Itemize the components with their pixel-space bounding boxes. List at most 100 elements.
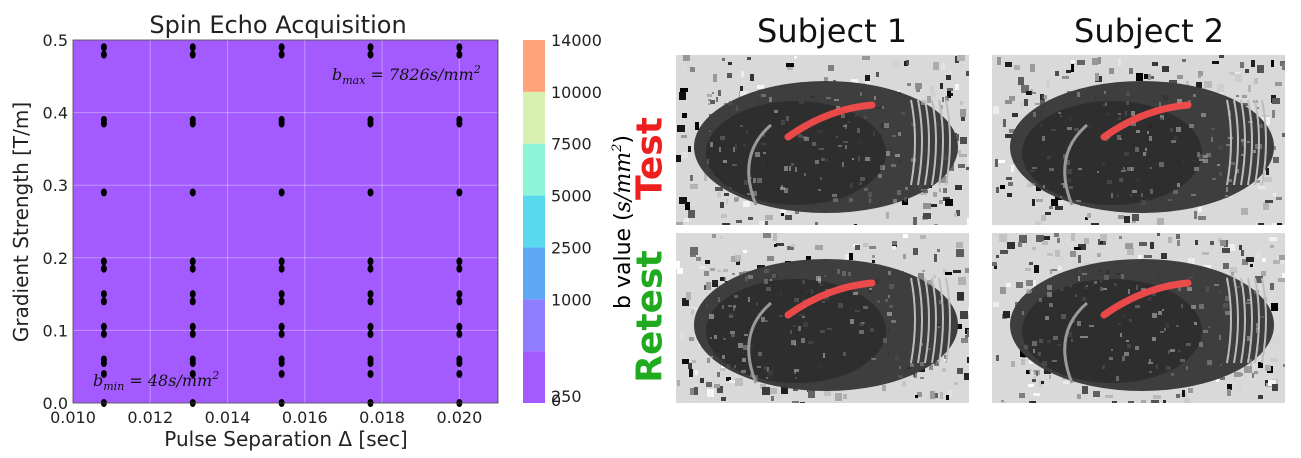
y-tick-label: 0.5	[43, 31, 68, 50]
colorbar-segment	[523, 299, 545, 352]
x-tick-labels: 0.010 0.012 0.014 0.016 0.018 0.020	[50, 408, 482, 427]
colorbar-label: b value (s/mm2)	[610, 135, 636, 309]
sample-point	[278, 264, 285, 273]
sample-point	[100, 264, 107, 273]
sample-point	[367, 330, 374, 339]
scan-subject2-retest	[992, 233, 1285, 403]
x-tick-label: 0.018	[359, 408, 405, 427]
sample-point	[100, 50, 107, 59]
sample-point	[456, 43, 463, 52]
sample-point	[100, 43, 107, 52]
scan-subject1-retest	[676, 233, 969, 403]
sample-point	[367, 115, 374, 124]
sample-point	[100, 257, 107, 266]
sample-point	[278, 330, 285, 339]
colorbar-tick-label: 14000	[551, 31, 602, 50]
sample-point	[456, 188, 463, 197]
sample-point	[456, 355, 463, 364]
sample-point	[278, 257, 285, 266]
y-tick-label: 0.2	[43, 249, 68, 268]
sample-point	[100, 369, 107, 378]
contour-fill	[73, 40, 498, 403]
chart-title: Spin Echo Acquisition	[149, 11, 406, 39]
sample-point	[278, 188, 285, 197]
colorbar-tick-label: 2500	[551, 238, 592, 257]
sample-point	[278, 322, 285, 331]
y-axis-label: Gradient Strength [T/m]	[9, 102, 33, 342]
sample-point	[367, 355, 374, 364]
x-tick-label: 0.016	[282, 408, 328, 427]
colorbar-tick-label: 250	[551, 387, 582, 406]
sample-point	[189, 322, 196, 331]
sample-point	[456, 50, 463, 59]
sample-point	[278, 290, 285, 299]
sample-point	[456, 369, 463, 378]
y-tick-label: 0.1	[43, 321, 68, 340]
sample-point	[278, 43, 285, 52]
colorbar-segment	[523, 247, 545, 300]
sample-point	[189, 188, 196, 197]
sample-point	[367, 257, 374, 266]
colorbar-segment	[523, 143, 545, 196]
y-tick-labels: 0.0 0.1 0.2 0.3 0.4 0.5	[43, 31, 68, 413]
x-tick-label: 0.012	[127, 408, 173, 427]
sample-point	[100, 355, 107, 364]
y-tick-label: 0.4	[43, 104, 68, 123]
sample-point	[189, 50, 196, 59]
sample-point	[367, 50, 374, 59]
y-tick-label: 0.3	[43, 176, 68, 195]
sample-point	[367, 264, 374, 273]
row-label-retest: Retest	[629, 250, 671, 383]
sample-point	[456, 322, 463, 331]
x-tick-label: 0.020	[436, 408, 482, 427]
sample-point	[100, 290, 107, 299]
colorbar-segment	[523, 40, 545, 92]
scan-subject2-test	[992, 55, 1285, 225]
sample-point	[189, 355, 196, 364]
sample-point	[278, 355, 285, 364]
colorbar-tick-label: 0	[551, 391, 561, 410]
sample-point	[367, 43, 374, 52]
sample-point	[367, 297, 374, 306]
sample-point	[456, 290, 463, 299]
colorbar-tick-label: 1000	[551, 290, 592, 309]
contour-band	[73, 40, 498, 403]
colorbar-tick-label: 5000	[551, 187, 592, 206]
colorbar-tick-label: 10000	[551, 83, 602, 102]
colorbar	[523, 40, 545, 403]
annotation-bmin: bmin = 48s/mm2	[93, 369, 219, 393]
column-header-subject-1: Subject 1	[757, 12, 908, 50]
sample-point	[100, 322, 107, 331]
x-tick-label: 0.010	[50, 408, 96, 427]
sample-point	[189, 257, 196, 266]
scan-subject1-test	[676, 55, 969, 225]
sample-point	[456, 257, 463, 266]
sample-point	[456, 330, 463, 339]
sample-point	[367, 322, 374, 331]
sample-point	[189, 264, 196, 273]
spin-echo-chart: Spin Echo Acquisition 0.010 0.012 0.014 0.0…	[9, 11, 636, 451]
sample-point	[367, 369, 374, 378]
sample-point	[278, 297, 285, 306]
x-axis-label: Pulse Separation Δ [sec]	[164, 427, 408, 451]
sample-point	[367, 188, 374, 197]
column-header-subject-2: Subject 2	[1074, 12, 1225, 50]
sample-point	[456, 115, 463, 124]
plot-frame	[72, 39, 499, 404]
sample-point	[100, 297, 107, 306]
sample-point	[189, 115, 196, 124]
sample-point	[278, 369, 285, 378]
row-label-test: Test	[629, 117, 671, 200]
sample-point	[100, 115, 107, 124]
sample-point	[189, 369, 196, 378]
sample-point	[456, 264, 463, 273]
colorbar-tick-label: 7500	[551, 135, 592, 154]
sample-point	[189, 290, 196, 299]
sample-point	[456, 297, 463, 306]
sample-point	[367, 290, 374, 299]
sample-point	[278, 115, 285, 124]
sample-point	[278, 50, 285, 59]
sample-point	[100, 330, 107, 339]
sample-point	[189, 297, 196, 306]
